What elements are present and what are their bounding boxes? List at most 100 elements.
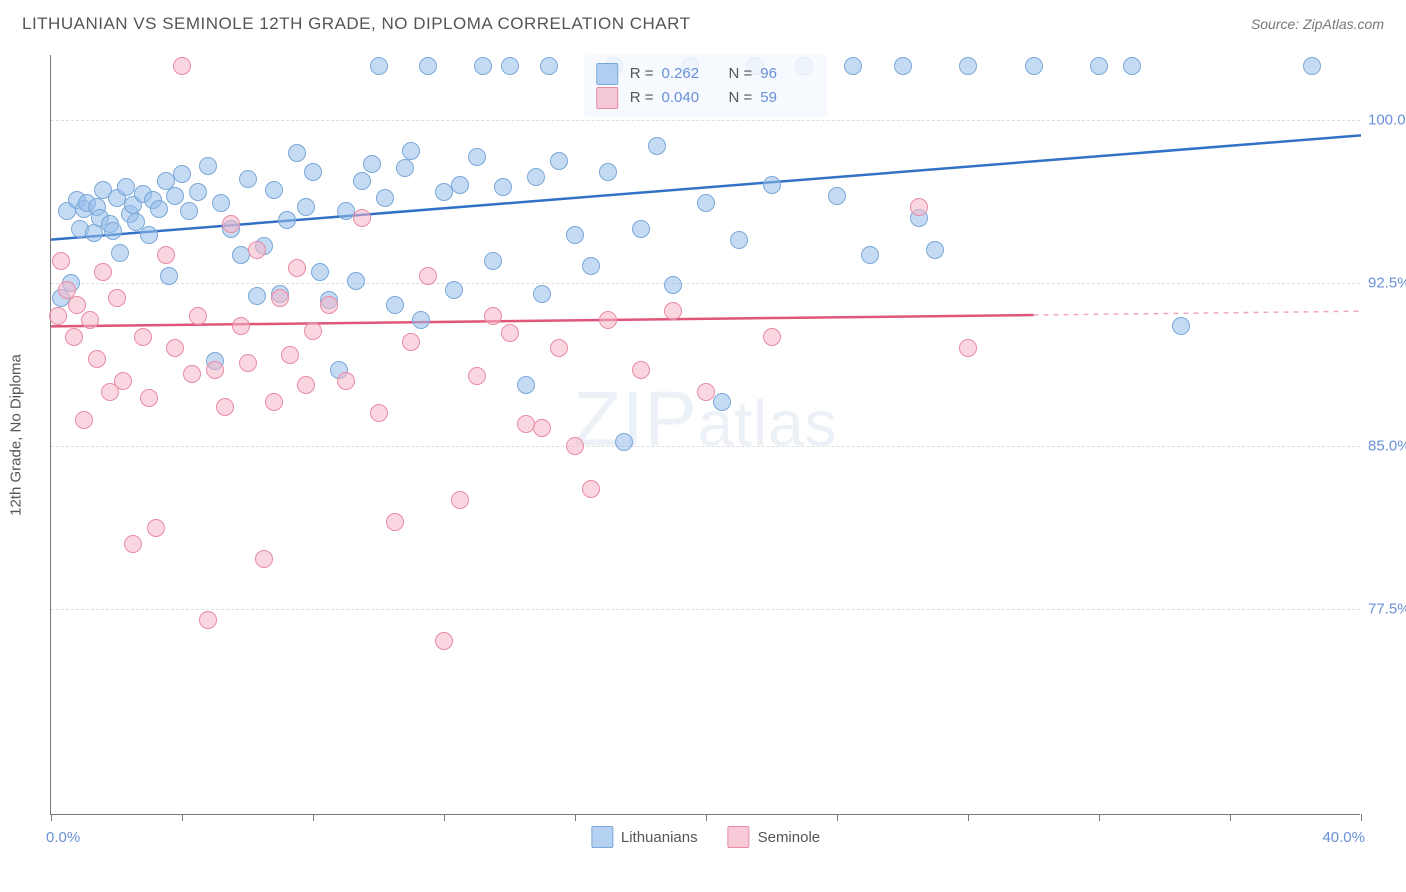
legend-swatch xyxy=(728,826,750,848)
data-point xyxy=(288,144,306,162)
data-point xyxy=(281,346,299,364)
x-tick xyxy=(1230,814,1231,821)
data-point xyxy=(412,311,430,329)
y-axis-title: 12th Grade, No Diploma xyxy=(8,354,25,516)
data-point xyxy=(311,263,329,281)
data-point xyxy=(88,350,106,368)
data-point xyxy=(474,57,492,75)
data-point xyxy=(248,241,266,259)
data-point xyxy=(533,285,551,303)
r-value: 0.040 xyxy=(662,86,717,110)
data-point xyxy=(396,159,414,177)
x-tick xyxy=(182,814,183,821)
data-point xyxy=(615,433,633,451)
x-tick xyxy=(313,814,314,821)
data-point xyxy=(926,241,944,259)
data-point xyxy=(134,328,152,346)
data-point xyxy=(117,178,135,196)
data-point xyxy=(370,57,388,75)
gridline xyxy=(51,446,1360,447)
series-legend: Lithuanians Seminole xyxy=(591,826,820,848)
data-point xyxy=(94,263,112,281)
data-point xyxy=(484,307,502,325)
data-point xyxy=(501,324,519,342)
x-axis-min-label: 0.0% xyxy=(46,829,80,846)
data-point xyxy=(540,57,558,75)
data-point xyxy=(353,209,371,227)
r-label: R = xyxy=(630,62,654,86)
data-point xyxy=(1303,57,1321,75)
data-point xyxy=(173,57,191,75)
data-point xyxy=(1090,57,1108,75)
data-point xyxy=(376,189,394,207)
data-point xyxy=(501,57,519,75)
data-point xyxy=(206,361,224,379)
data-point xyxy=(861,246,879,264)
data-point xyxy=(517,415,535,433)
legend-item: Lithuanians xyxy=(591,826,698,848)
data-point xyxy=(632,361,650,379)
data-point xyxy=(304,322,322,340)
data-point xyxy=(65,328,83,346)
data-point xyxy=(49,307,67,325)
gridline xyxy=(51,609,1360,610)
data-point xyxy=(232,246,250,264)
data-point xyxy=(147,519,165,537)
data-point xyxy=(1025,57,1043,75)
data-point xyxy=(166,339,184,357)
data-point xyxy=(517,376,535,394)
data-point xyxy=(451,491,469,509)
data-point xyxy=(150,200,168,218)
data-point xyxy=(550,152,568,170)
legend-swatch xyxy=(596,63,618,85)
data-point xyxy=(166,187,184,205)
x-tick xyxy=(575,814,576,821)
data-point xyxy=(582,257,600,275)
data-point xyxy=(199,157,217,175)
data-point xyxy=(52,252,70,270)
data-point xyxy=(124,535,142,553)
data-point xyxy=(435,632,453,650)
data-point xyxy=(599,311,617,329)
data-point xyxy=(402,142,420,160)
r-label: R = xyxy=(630,86,654,110)
scatter-chart: 12th Grade, No Diploma ZIPatlas 77.5%85.… xyxy=(50,55,1360,815)
y-tick-label: 92.5% xyxy=(1368,275,1406,292)
x-tick xyxy=(837,814,838,821)
data-point xyxy=(697,383,715,401)
data-point xyxy=(108,289,126,307)
source-label: Source: ZipAtlas.com xyxy=(1251,16,1384,32)
legend-item: Seminole xyxy=(728,826,821,848)
r-value: 0.262 xyxy=(662,62,717,86)
x-tick xyxy=(51,814,52,821)
data-point xyxy=(239,354,257,372)
x-tick xyxy=(1099,814,1100,821)
data-point xyxy=(297,376,315,394)
data-point xyxy=(265,181,283,199)
data-point xyxy=(484,252,502,270)
data-point xyxy=(140,389,158,407)
data-point xyxy=(337,372,355,390)
data-point xyxy=(160,267,178,285)
data-point xyxy=(189,307,207,325)
y-tick-label: 85.0% xyxy=(1368,437,1406,454)
data-point xyxy=(173,165,191,183)
data-point xyxy=(566,226,584,244)
data-point xyxy=(402,333,420,351)
data-point xyxy=(527,168,545,186)
data-point xyxy=(104,222,122,240)
data-point xyxy=(1123,57,1141,75)
data-point xyxy=(232,317,250,335)
data-point xyxy=(763,176,781,194)
data-point xyxy=(271,289,289,307)
data-point xyxy=(632,220,650,238)
data-point xyxy=(75,411,93,429)
chart-header: LITHUANIAN VS SEMINOLE 12TH GRADE, NO DI… xyxy=(22,14,1384,34)
data-point xyxy=(278,211,296,229)
x-axis-max-label: 40.0% xyxy=(1322,829,1365,846)
correlation-legend-row: R =0.040N =59 xyxy=(596,86,816,110)
data-point xyxy=(419,267,437,285)
data-point xyxy=(828,187,846,205)
chart-title: LITHUANIAN VS SEMINOLE 12TH GRADE, NO DI… xyxy=(22,14,691,34)
data-point xyxy=(894,57,912,75)
